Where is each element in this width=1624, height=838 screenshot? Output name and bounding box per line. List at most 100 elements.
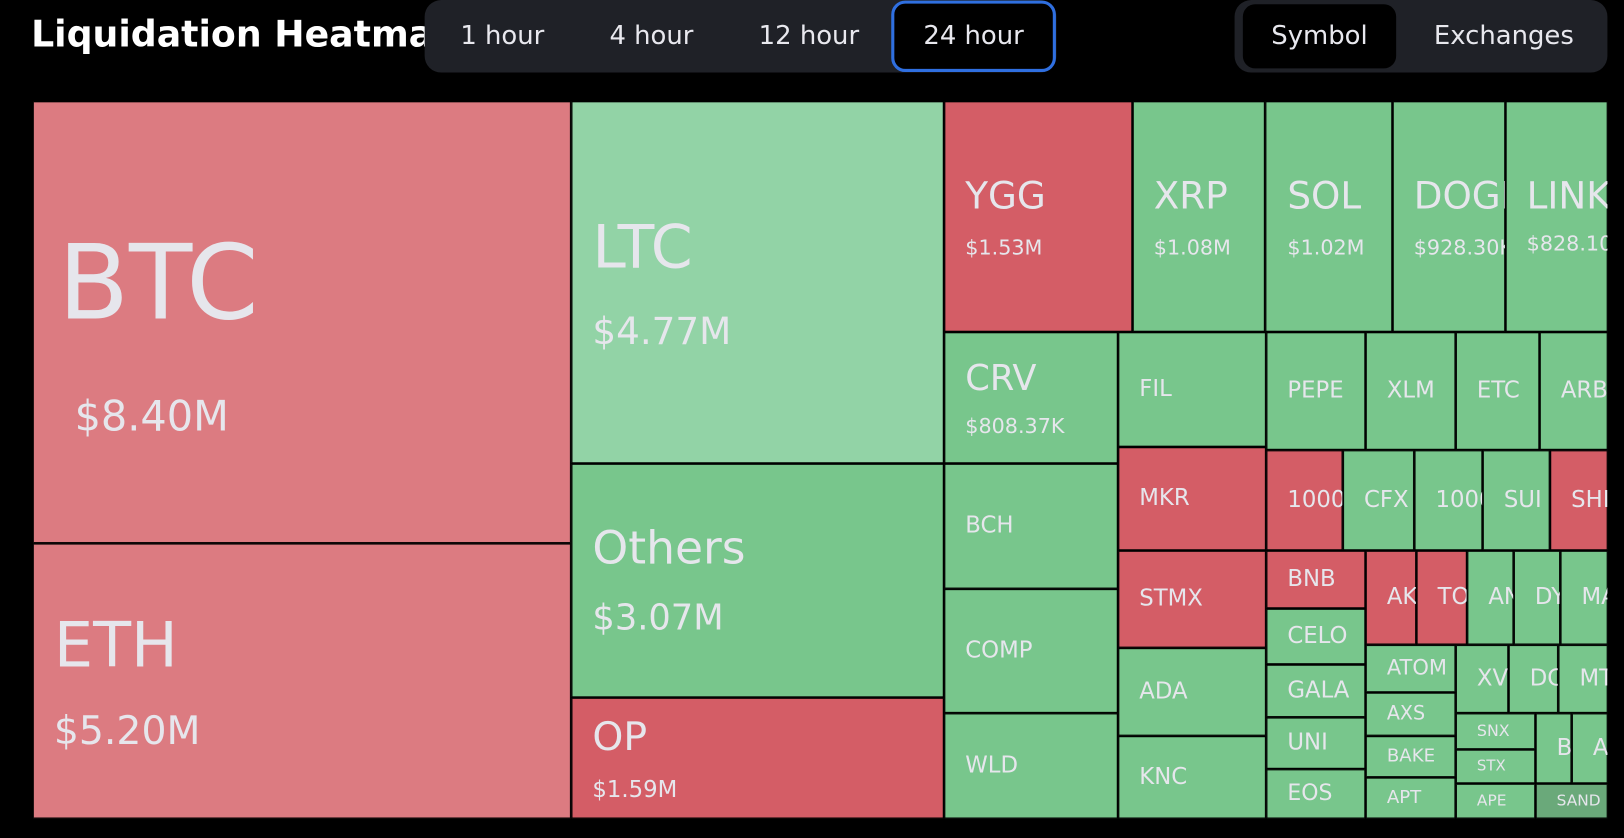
tile-bg: [1366, 551, 1416, 645]
tile[interactable]: BCH: [944, 464, 1118, 589]
tile[interactable]: EOS: [1266, 769, 1366, 819]
tile-label: B: [1557, 735, 1573, 761]
tile[interactable]: A: [1572, 713, 1609, 784]
tile[interactable]: YGG $1.53M: [944, 101, 1133, 332]
tile-label: DY: [1535, 584, 1565, 610]
tile[interactable]: WLD: [944, 713, 1118, 819]
tile-label: XV: [1477, 665, 1509, 691]
tile[interactable]: SUI: [1483, 450, 1550, 551]
tile-label: MKR: [1139, 485, 1190, 511]
tile[interactable]: PEPE: [1266, 332, 1366, 450]
tile[interactable]: DY: [1514, 551, 1565, 645]
tile[interactable]: AXS: [1366, 692, 1456, 736]
tile-bg: [1416, 551, 1467, 645]
tile-bg: [1514, 551, 1560, 645]
tile[interactable]: Others $3.07M: [571, 464, 944, 698]
tile-bg: [1509, 645, 1558, 713]
tile[interactable]: GALA: [1266, 664, 1366, 717]
time-tab[interactable]: 24 hour: [923, 21, 1024, 51]
tile-bg: [571, 698, 944, 819]
tile-bg: [1366, 736, 1456, 777]
tile-value: $1.02M: [1287, 236, 1364, 260]
tile[interactable]: APT: [1366, 777, 1456, 819]
tile-label: GALA: [1287, 677, 1349, 703]
tile-bg: [1535, 713, 1572, 784]
tile-label: SNX: [1477, 721, 1510, 740]
tile[interactable]: DOGE $928.30K: [1393, 101, 1524, 332]
tile[interactable]: MT: [1558, 645, 1613, 713]
tile[interactable]: ARB: [1540, 332, 1608, 450]
tile[interactable]: BNB: [1266, 551, 1366, 609]
tile[interactable]: TO: [1416, 551, 1470, 645]
tile-label: STMX: [1139, 586, 1203, 612]
tile[interactable]: XRP $1.08M: [1133, 101, 1265, 332]
tile[interactable]: LINK $828.10K: [1505, 101, 1624, 332]
tile[interactable]: UNI: [1266, 717, 1366, 769]
tile[interactable]: APE: [1456, 784, 1535, 819]
tile-label: LTC: [592, 212, 692, 282]
tile-value: $1.53M: [965, 236, 1042, 260]
tile-label: XRP: [1154, 173, 1228, 217]
tile[interactable]: CRV $808.37K: [944, 332, 1118, 464]
tile-bg: [1118, 736, 1266, 819]
tile-bg: [944, 589, 1118, 713]
tile[interactable]: 1000: [1414, 450, 1494, 551]
tile-label: STX: [1477, 756, 1506, 774]
tile[interactable]: BTC $8.40M: [33, 101, 571, 543]
tile[interactable]: AN: [1467, 551, 1521, 645]
tile-bg: [1343, 450, 1414, 551]
tile-bg: [1366, 777, 1456, 819]
time-tab[interactable]: 4 hour: [609, 21, 693, 51]
treemap: BTC$8.40METH$5.20MLTC$4.77MOthers$3.07MO…: [33, 101, 1624, 819]
tile-label: SHIB: [1571, 487, 1624, 513]
tile-value: $828.10K: [1527, 231, 1624, 255]
view-toggle[interactable]: Exchanges: [1434, 21, 1574, 51]
tile[interactable]: B: [1535, 713, 1573, 784]
tile[interactable]: 1000: [1266, 450, 1346, 551]
tile-bg: [1118, 447, 1266, 551]
tile-label: ETC: [1477, 378, 1520, 404]
time-tab[interactable]: 1 hour: [460, 21, 544, 51]
tile-bg: [1118, 648, 1266, 736]
tile[interactable]: FIL: [1118, 332, 1266, 447]
tile[interactable]: SNX: [1456, 713, 1535, 749]
tile-bg: [571, 464, 944, 698]
active-tab-bg: [891, 0, 1056, 73]
tile[interactable]: SHIB: [1550, 450, 1624, 551]
page-title: Liquidation Heatmap: [31, 12, 459, 55]
tile[interactable]: STX: [1456, 749, 1535, 784]
tile[interactable]: ATOM: [1366, 645, 1456, 692]
tile-bg: [944, 464, 1118, 589]
tile[interactable]: XLM: [1366, 332, 1456, 450]
time-tab[interactable]: 12 hour: [759, 21, 860, 51]
tile-bg: [1118, 551, 1266, 648]
tile-label: ARB: [1561, 378, 1608, 404]
tile[interactable]: ETH $5.20M: [33, 543, 571, 819]
tile-bg: [1266, 609, 1366, 664]
tabs: 1 hour 4 hour 12 hour 24 hour Symbol Exchange…: [460, 0, 1574, 73]
tile-bg: [1572, 713, 1608, 784]
tile[interactable]: MA: [1560, 551, 1617, 645]
tile[interactable]: BAKE: [1366, 736, 1456, 777]
tile[interactable]: DC: [1509, 645, 1563, 713]
tile[interactable]: CFX: [1343, 450, 1414, 551]
tile-value: $928.30K: [1414, 236, 1515, 260]
tile[interactable]: SOL $1.02M: [1265, 101, 1393, 332]
tile[interactable]: AK: [1366, 551, 1418, 645]
tile-bg: [944, 713, 1118, 819]
tile[interactable]: OP $1.59M: [571, 698, 944, 819]
view-toggle[interactable]: Symbol: [1271, 21, 1367, 51]
tile-label: COMP: [965, 638, 1032, 664]
tile[interactable]: ADA: [1118, 648, 1266, 736]
tile[interactable]: STMX: [1118, 551, 1266, 648]
tile[interactable]: COMP: [944, 589, 1118, 713]
tile[interactable]: SAND: [1535, 784, 1608, 819]
tile-bg: [1456, 645, 1509, 713]
tile[interactable]: ETC: [1456, 332, 1540, 450]
tile[interactable]: CELO: [1266, 609, 1366, 664]
tile[interactable]: XV: [1456, 645, 1509, 713]
tile[interactable]: LTC $4.77M: [571, 101, 944, 464]
tile[interactable]: MKR: [1118, 447, 1266, 551]
tile[interactable]: KNC: [1118, 736, 1266, 819]
